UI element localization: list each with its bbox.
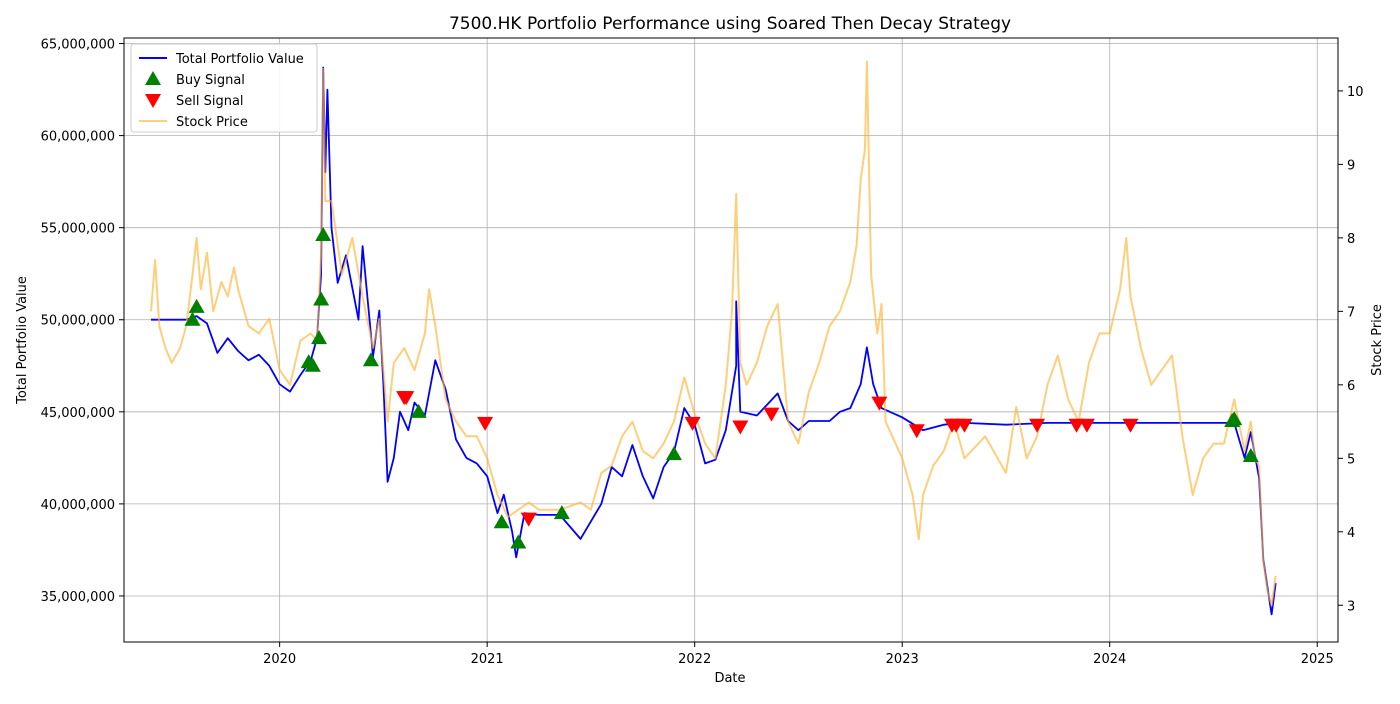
x-tick-label: 2023 xyxy=(886,652,919,667)
buy-signal-marker xyxy=(184,311,201,326)
legend-item-buy-signal: Buy Signal xyxy=(145,71,245,88)
buy-signal-marker xyxy=(362,352,379,367)
y-right-tick-label: 4 xyxy=(1347,526,1355,541)
y-left-tick-label: 40,000,000 xyxy=(41,498,115,513)
buy-signal-marker xyxy=(311,330,328,345)
y-right-tick-label: 7 xyxy=(1347,305,1355,320)
legend-item-stock-price: Stock Price xyxy=(139,115,248,130)
legend-down-triangle-icon xyxy=(145,94,161,108)
y-left-tick-label: 35,000,000 xyxy=(41,590,115,605)
legend-box xyxy=(130,43,318,133)
y-left-tick-label: 65,000,000 xyxy=(41,38,115,53)
legend: Total Portfolio Value Buy Signal Sell Sign… xyxy=(130,43,318,133)
sell-signal-marker xyxy=(520,512,537,527)
series-layer xyxy=(150,60,1277,616)
legend-label: Sell Signal xyxy=(176,94,244,109)
sell-signal-marker xyxy=(763,407,780,422)
sell-signal-marker xyxy=(1122,418,1139,433)
legend-up-triangle-icon xyxy=(145,71,161,85)
y-left-tick-label: 45,000,000 xyxy=(41,406,115,421)
sell-signal-marker xyxy=(732,420,749,435)
y-left-tick-label: 50,000,000 xyxy=(41,314,115,329)
legend-label: Total Portfolio Value xyxy=(175,52,304,67)
sell-signal-marker xyxy=(908,424,925,439)
sell-signal-marker xyxy=(477,416,494,431)
stock-price-line xyxy=(150,60,1277,607)
sell-signal-marker xyxy=(398,391,415,406)
buy-signal-marker xyxy=(313,291,330,306)
x-tick-label: 2021 xyxy=(471,652,504,667)
buy-signal-marker xyxy=(315,227,332,242)
y-axis-label-right: Stock Price xyxy=(1370,304,1385,376)
y-left-tick-label: 55,000,000 xyxy=(41,222,115,237)
sell-signal-marker xyxy=(1078,418,1095,433)
chart-title: 7500.HK Portfolio Performance using Soar… xyxy=(449,14,1011,34)
sell-signal-marker xyxy=(871,396,888,411)
buy-signal-marker xyxy=(188,298,205,313)
legend-item-sell-signal: Sell Signal xyxy=(145,94,244,109)
buy-signal-marker xyxy=(510,534,527,549)
buy-signal-marker xyxy=(665,446,682,461)
buy-signal-marker xyxy=(304,357,321,372)
sell-signal-marker xyxy=(1029,418,1046,433)
plot-frame xyxy=(123,37,1339,643)
y-right-tick-label: 10 xyxy=(1347,85,1364,100)
y-right-tick-label: 5 xyxy=(1347,452,1355,467)
y-right-tick-label: 8 xyxy=(1347,232,1355,247)
sell-signal-marker xyxy=(684,416,701,431)
legend-label: Buy Signal xyxy=(176,73,245,88)
y-right-tick-label: 3 xyxy=(1347,599,1355,614)
x-axis-label: Date xyxy=(714,671,745,686)
y-right-tick-label: 9 xyxy=(1347,158,1355,173)
buy-signal-marker xyxy=(1242,448,1259,463)
buy-signal-marker xyxy=(1226,411,1243,426)
x-tick-label: 2024 xyxy=(1093,652,1126,667)
x-tick-label: 2020 xyxy=(263,652,296,667)
buy-signal-marker xyxy=(410,403,427,418)
y-axis-label-left: Total Portfolio Value xyxy=(15,276,30,405)
buy-signal-marker xyxy=(553,505,570,520)
buy-signal-marker xyxy=(493,514,510,529)
x-tick-label: 2022 xyxy=(678,652,711,667)
legend-item-portfolio-value: Total Portfolio Value xyxy=(139,52,304,67)
y-left-tick-label: 60,000,000 xyxy=(41,130,115,145)
legend-label: Stock Price xyxy=(176,115,248,130)
axes: 2020 2021 2022 2023 2024 2025 35,000,000 40,000… xyxy=(41,37,1364,667)
y-right-tick-label: 6 xyxy=(1347,379,1355,394)
x-tick-label: 2025 xyxy=(1301,652,1334,667)
sell-signal-marker xyxy=(1068,418,1085,433)
signal-markers xyxy=(184,227,1259,549)
sell-signal-marker xyxy=(956,418,973,433)
